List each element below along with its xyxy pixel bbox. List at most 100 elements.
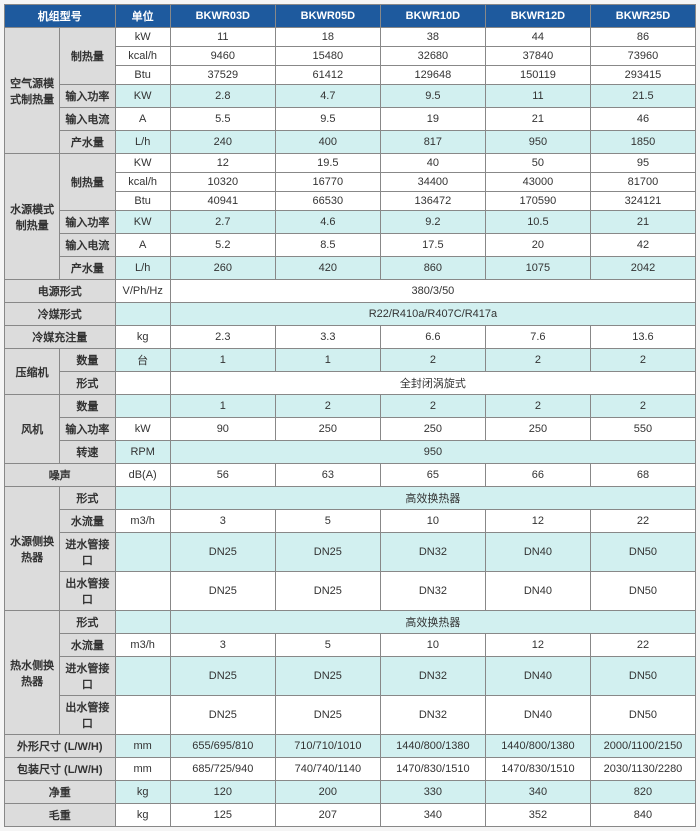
v: 340 — [485, 781, 590, 804]
v: 20 — [485, 234, 590, 257]
v: 200 — [275, 781, 380, 804]
v: 61412 — [275, 66, 380, 85]
v: 2 — [380, 395, 485, 418]
air-pwr-label: 输入功率 — [60, 85, 115, 108]
hdr-m0: BKWR03D — [170, 5, 275, 28]
v: 22 — [590, 634, 695, 657]
v: 260 — [170, 257, 275, 280]
air-heat-label: 制热量 — [60, 28, 115, 85]
v: 2 — [380, 349, 485, 372]
v: 150119 — [485, 66, 590, 85]
water-flow-label: 产水量 — [60, 257, 115, 280]
v: DN25 — [275, 657, 380, 696]
v: 22 — [590, 510, 695, 533]
u — [115, 487, 170, 510]
v: 1075 — [485, 257, 590, 280]
u: kg — [115, 781, 170, 804]
refrig-label: 冷媒形式 — [5, 303, 116, 326]
v: DN50 — [590, 572, 695, 611]
u — [115, 611, 170, 634]
v: 38 — [380, 28, 485, 47]
v: DN32 — [380, 533, 485, 572]
hhx-in-label: 进水管接口 — [60, 657, 115, 696]
v: 50 — [485, 154, 590, 173]
v: 1 — [275, 349, 380, 372]
water-heat-label: 制热量 — [60, 154, 115, 211]
hdr-m1: BKWR05D — [275, 5, 380, 28]
hhx-flow-label: 水流量 — [60, 634, 115, 657]
v: 11 — [170, 28, 275, 47]
v: 170590 — [485, 192, 590, 211]
whx-in-label: 进水管接口 — [60, 533, 115, 572]
v: 250 — [485, 418, 590, 441]
v: DN50 — [590, 657, 695, 696]
u — [115, 372, 170, 395]
u: KW — [115, 154, 170, 173]
u — [115, 572, 170, 611]
v: 324121 — [590, 192, 695, 211]
comp-title: 压缩机 — [5, 349, 60, 395]
v: 95 — [590, 154, 695, 173]
v: 12 — [485, 634, 590, 657]
u: kg — [115, 804, 170, 827]
v: 40941 — [170, 192, 275, 211]
v: 66 — [485, 464, 590, 487]
u — [115, 696, 170, 735]
whx-title: 水源侧换热器 — [5, 487, 60, 611]
fan-rpm-label: 转速 — [60, 441, 115, 464]
noise-label: 噪声 — [5, 464, 116, 487]
hdr-m4: BKWR25D — [590, 5, 695, 28]
net-label: 净重 — [5, 781, 116, 804]
v: 10 — [380, 510, 485, 533]
u — [115, 657, 170, 696]
u: A — [115, 234, 170, 257]
v: 40 — [380, 154, 485, 173]
v: 12 — [485, 510, 590, 533]
u: m3/h — [115, 634, 170, 657]
u: kg — [115, 326, 170, 349]
v: 710/710/1010 — [275, 735, 380, 758]
v: 5 — [275, 510, 380, 533]
v: 10.5 — [485, 211, 590, 234]
outdim-label: 外形尺寸 (L/W/H) — [5, 735, 116, 758]
v: 250 — [275, 418, 380, 441]
v: 17.5 — [380, 234, 485, 257]
v: 44 — [485, 28, 590, 47]
u — [115, 303, 170, 326]
u: Btu — [115, 192, 170, 211]
hhx-out-label: 出水管接口 — [60, 696, 115, 735]
v: DN32 — [380, 657, 485, 696]
air-title: 空气源模式制热量 — [5, 28, 60, 154]
u: L/h — [115, 131, 170, 154]
v: 1 — [170, 349, 275, 372]
u — [115, 533, 170, 572]
v: 5.5 — [170, 108, 275, 131]
v: 90 — [170, 418, 275, 441]
v: 2 — [590, 349, 695, 372]
power-label: 电源形式 — [5, 280, 116, 303]
u: KW — [115, 85, 170, 108]
packdim-label: 包装尺寸 (L/W/H) — [5, 758, 116, 781]
v: DN25 — [170, 657, 275, 696]
spec-table: 机组型号 单位 BKWR03D BKWR05D BKWR10D BKWR12D … — [4, 4, 696, 827]
v: 2030/1130/2280 — [590, 758, 695, 781]
v: 11 — [485, 85, 590, 108]
u: Btu — [115, 66, 170, 85]
v: 37840 — [485, 47, 590, 66]
v: 1440/800/1380 — [485, 735, 590, 758]
fan-pwr-label: 输入功率 — [60, 418, 115, 441]
v: 68 — [590, 464, 695, 487]
comp-qty-label: 数量 — [60, 349, 115, 372]
v: DN40 — [485, 572, 590, 611]
v: 43000 — [485, 173, 590, 192]
v: 820 — [590, 781, 695, 804]
charge-label: 冷媒充注量 — [5, 326, 116, 349]
v: 15480 — [275, 47, 380, 66]
v: 840 — [590, 804, 695, 827]
u: mm — [115, 735, 170, 758]
v: 高效换热器 — [170, 611, 695, 634]
u: mm — [115, 758, 170, 781]
hdr-m2: BKWR10D — [380, 5, 485, 28]
v: 240 — [170, 131, 275, 154]
v: 18 — [275, 28, 380, 47]
